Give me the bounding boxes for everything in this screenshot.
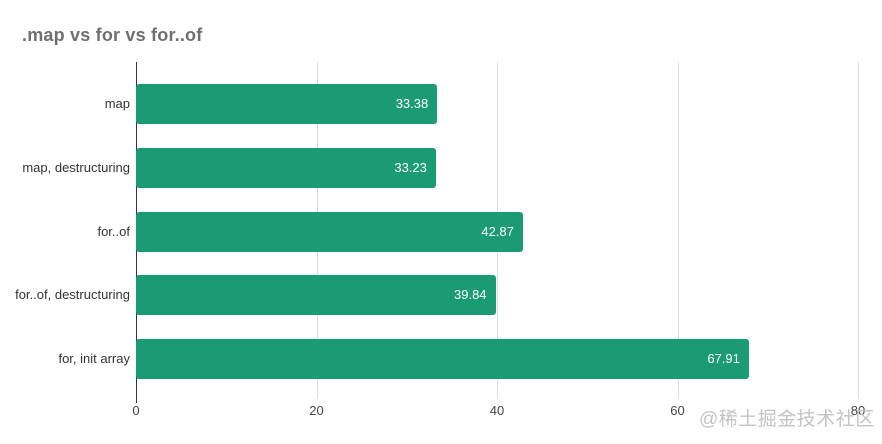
x-tick-label: 20 bbox=[309, 403, 324, 418]
gridline bbox=[858, 62, 859, 398]
x-tick-label: 60 bbox=[670, 403, 685, 418]
bar: 67.91 bbox=[136, 339, 749, 379]
bar-value-label: 33.38 bbox=[395, 96, 429, 111]
category-label: for..of bbox=[97, 223, 130, 239]
bar-value-label: 39.84 bbox=[454, 287, 487, 303]
value-axis: 0 20 40 60 80 bbox=[132, 403, 865, 423]
gridline bbox=[677, 62, 679, 398]
x-tick-label: 40 bbox=[489, 403, 505, 418]
bar: 39.84 bbox=[136, 275, 496, 316]
bar-value-label: 42.87 bbox=[481, 223, 514, 239]
category-axis: map map, destructuring for..of for..of, des… bbox=[0, 62, 130, 398]
category-label: for..of, destructuring bbox=[15, 287, 130, 303]
bar: 33.23 bbox=[136, 147, 436, 188]
category-label: for, init array bbox=[58, 351, 130, 366]
bar-value-label: 67.91 bbox=[707, 351, 740, 366]
chart-title: .map vs for vs for..of bbox=[22, 25, 203, 45]
x-tick-label: 80 bbox=[850, 403, 866, 418]
x-tick-label: 0 bbox=[132, 403, 140, 418]
category-label: map bbox=[104, 96, 130, 111]
watermark: @稀土掘金技术社区 bbox=[699, 409, 875, 430]
category-label: map, destructuring bbox=[22, 159, 130, 175]
bar: 33.38 bbox=[136, 84, 438, 124]
bar-value-label: 33.23 bbox=[394, 159, 427, 175]
bar: 42.87 bbox=[136, 211, 523, 252]
plot-area: 33.38 33.23 42.87 39.84 67.91 bbox=[136, 62, 859, 403]
